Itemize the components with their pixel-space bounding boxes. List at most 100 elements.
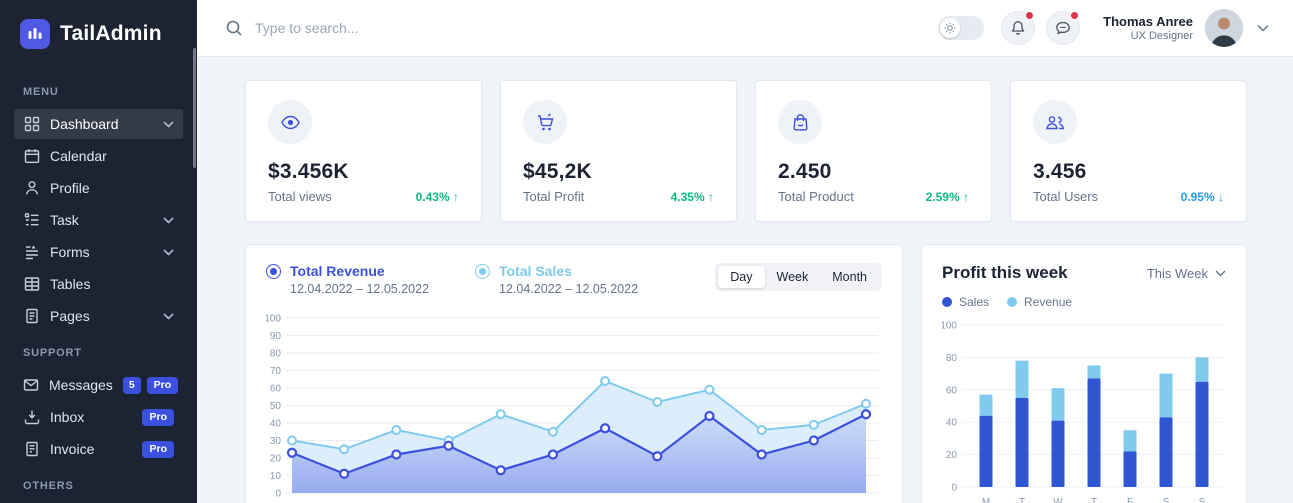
task-icon <box>23 212 40 229</box>
svg-text:W: W <box>1053 497 1063 503</box>
sidebar-item-invoice[interactable]: Invoice Pro <box>14 434 183 464</box>
sidebar: TailAdmin MENU Dashboard Calendar Profil… <box>0 0 197 503</box>
week-dropdown[interactable]: This Week <box>1147 266 1226 281</box>
svg-text:100: 100 <box>942 321 957 332</box>
chevron-down-icon <box>163 120 174 128</box>
sidebar-item-label: Inbox <box>50 409 85 425</box>
legend-total-sales: Total Sales 12.04.2022 – 12.05.2022 <box>475 263 638 296</box>
chevron-down-icon <box>1257 24 1269 32</box>
svg-text:80: 80 <box>946 353 958 364</box>
stat-delta: 0.43% ↑ <box>415 190 459 204</box>
svg-text:S: S <box>1163 497 1170 503</box>
dashboard-icon <box>23 116 40 133</box>
sidebar-scrollbar[interactable] <box>193 48 196 168</box>
logo[interactable]: TailAdmin <box>0 0 197 52</box>
sidebar-item-profile[interactable]: Profile <box>14 173 183 203</box>
search-input[interactable] <box>255 20 575 36</box>
range-month-button[interactable]: Month <box>820 266 879 288</box>
messages-icon <box>23 377 39 394</box>
range-day-button[interactable]: Day <box>718 266 765 288</box>
notifications-button[interactable] <box>1001 11 1036 45</box>
profit-week-bar-chart: 0 20 40 60 80 100 M T W T F S S <box>942 321 1224 503</box>
svg-text:20: 20 <box>270 454 282 465</box>
radio-icon <box>475 264 491 279</box>
sidebar-item-tables[interactable]: Tables <box>14 269 183 299</box>
dark-mode-toggle[interactable] <box>938 16 985 40</box>
sidebar-item-label: Messages <box>49 377 113 393</box>
search-icon <box>225 19 243 37</box>
messages-count-badge: 5 <box>122 376 141 394</box>
stat-label: Total Product <box>778 189 854 204</box>
bell-icon <box>1010 20 1026 36</box>
stat-label: Total Users <box>1033 189 1099 204</box>
series-period: 12.04.2022 – 12.05.2022 <box>290 282 430 296</box>
cart-icon <box>523 100 567 144</box>
sidebar-item-messages[interactable]: Messages 5 Pro <box>14 370 183 400</box>
sidebar-item-inbox[interactable]: Inbox Pro <box>14 402 183 432</box>
svg-text:S: S <box>1199 497 1206 503</box>
dashboard-content: $3.456K Total views 0.43% ↑ $45,2K Total… <box>197 57 1293 503</box>
user-name: Thomas Anree <box>1103 13 1193 29</box>
svg-text:F: F <box>1127 497 1133 503</box>
users-icon <box>1033 100 1077 144</box>
sidebar-item-label: Tables <box>50 276 91 292</box>
arrow-down-icon: ↓ <box>1218 190 1224 204</box>
legend-dot <box>1007 297 1018 307</box>
svg-text:50: 50 <box>270 401 282 412</box>
arrow-up-icon: ↑ <box>963 190 969 204</box>
sidebar-item-label: Task <box>50 212 79 228</box>
svg-text:100: 100 <box>266 314 281 325</box>
user-menu[interactable]: Thomas Anree UX Designer <box>1103 9 1269 47</box>
range-segmented-control: Day Week Month <box>715 263 882 291</box>
sidebar-item-forms[interactable]: Forms <box>14 237 183 267</box>
stat-card-total-users: 3.456 Total Users 0.95% ↓ <box>1010 80 1247 222</box>
legend-dot <box>942 297 952 307</box>
profile-icon <box>23 180 40 197</box>
app-title: TailAdmin <box>60 22 162 45</box>
svg-text:10: 10 <box>270 471 282 482</box>
sidebar-item-task[interactable]: Task <box>14 205 183 235</box>
radio-icon <box>266 264 281 279</box>
sidebar-item-label: Dashboard <box>50 116 119 132</box>
sidebar-item-calendar[interactable]: Calendar <box>14 141 183 171</box>
stat-card-total-product: 2.450 Total Product 2.59% ↑ <box>755 80 992 222</box>
sidebar-nav: MENU Dashboard Calendar Profile Task <box>0 52 197 492</box>
stat-value: $45,2K <box>523 160 592 183</box>
arrow-up-icon: ↑ <box>708 190 714 204</box>
svg-text:30: 30 <box>270 436 282 447</box>
svg-text:T: T <box>1019 497 1025 503</box>
svg-text:0: 0 <box>275 489 281 500</box>
series-period: 12.04.2022 – 12.05.2022 <box>499 282 639 296</box>
tables-icon <box>23 276 40 293</box>
sidebar-item-label: Pages <box>50 308 90 324</box>
calendar-icon <box>23 148 40 165</box>
eye-icon <box>268 100 312 144</box>
revenue-sales-chart-card: Total Revenue 12.04.2022 – 12.05.2022 To… <box>245 244 903 503</box>
sidebar-item-pages[interactable]: Pages <box>14 301 183 331</box>
messages-button[interactable] <box>1046 11 1081 45</box>
chart-title: Profit this week <box>942 263 1068 282</box>
legend-total-revenue: Total Revenue 12.04.2022 – 12.05.2022 <box>266 263 429 296</box>
notification-dot <box>1025 11 1035 20</box>
chat-icon <box>1055 20 1071 36</box>
stat-label: Total Profit <box>523 189 585 204</box>
section-label-menu: MENU <box>23 86 59 98</box>
pages-icon <box>23 308 40 325</box>
stats-grid: $3.456K Total views 0.43% ↑ $45,2K Total… <box>245 80 1247 222</box>
pro-badge: Pro <box>146 376 179 394</box>
sidebar-item-label: Profile <box>50 180 90 196</box>
sidebar-item-label: Invoice <box>50 441 95 457</box>
legend-revenue: Revenue <box>1007 295 1072 309</box>
revenue-sales-area-chart: 0102030405060708090100SepOctNovDecJanFeb… <box>266 314 878 500</box>
stat-value: $3.456K <box>268 160 349 183</box>
sidebar-item-dashboard[interactable]: Dashboard <box>14 109 183 139</box>
svg-text:90: 90 <box>270 331 282 342</box>
user-role: UX Designer <box>1130 29 1193 42</box>
sidebar-item-label: Forms <box>50 244 90 260</box>
svg-text:60: 60 <box>946 385 958 396</box>
stat-value: 2.450 <box>778 160 832 183</box>
range-week-button[interactable]: Week <box>765 266 821 288</box>
search-box <box>225 19 938 37</box>
stat-value: 3.456 <box>1033 160 1087 183</box>
svg-text:80: 80 <box>270 349 282 360</box>
